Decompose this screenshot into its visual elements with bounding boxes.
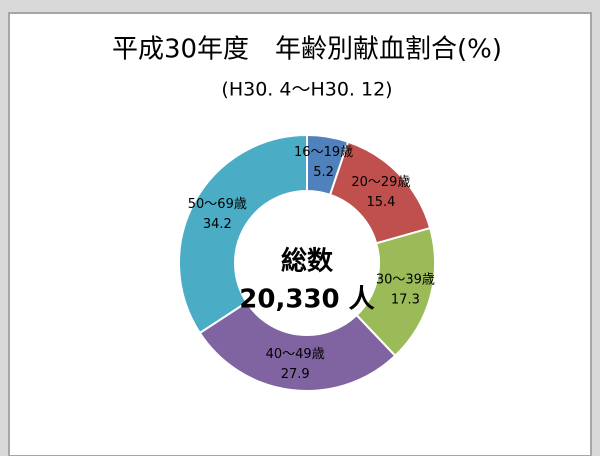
chart-title: 平成30年度 年齢別献血割合(%) xyxy=(112,35,502,65)
data-labels: 16～19歳 5.2 20～29歳 15.4 30～39歳 17.3 40～49歳 27.9 5… xyxy=(188,145,435,382)
segment-value-label: 34.2 xyxy=(203,217,232,232)
segment-category-label: 40～49歳 xyxy=(266,347,325,362)
chart-subtitle: (H30. 4～H30. 12) xyxy=(221,79,392,101)
segment-category-label: 50～69歳 xyxy=(188,197,247,212)
donut-segment xyxy=(198,300,397,392)
center-total: 20,330 人 xyxy=(239,285,374,315)
segment-value-label: 5.2 xyxy=(313,165,334,180)
center-title: 総数 xyxy=(281,246,334,277)
segment-value-label: 17.3 xyxy=(391,292,420,307)
donut-segment xyxy=(178,133,308,335)
segment-category-label: 20～29歳 xyxy=(351,175,410,190)
donut xyxy=(178,133,436,392)
segment-category-label: 30～39歳 xyxy=(376,272,435,287)
segment-value-label: 27.9 xyxy=(281,367,310,382)
segment-value-label: 15.4 xyxy=(366,195,395,210)
segment-category-label: 16～19歳 xyxy=(294,145,353,160)
